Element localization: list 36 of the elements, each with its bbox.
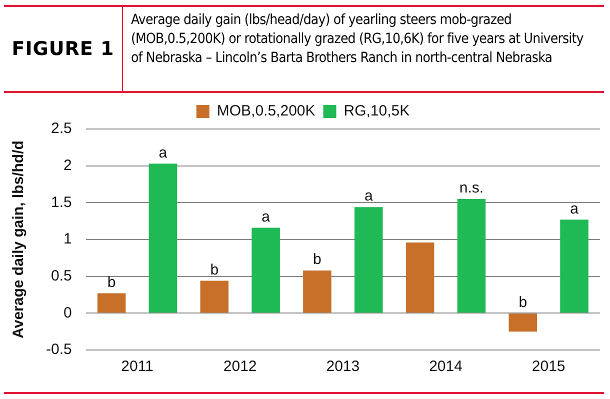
data-label: a: [262, 208, 271, 226]
x-tick-label: 2015: [532, 358, 566, 376]
data-label: a: [158, 144, 168, 162]
data-label: b: [313, 251, 322, 268]
y-tick-label: 2: [64, 156, 72, 174]
data-label: b: [210, 261, 219, 278]
bar: [97, 293, 126, 313]
data-label: a: [570, 200, 580, 218]
data-label: b: [107, 274, 116, 291]
bar: [354, 207, 383, 313]
data-label: n.s.: [459, 180, 484, 197]
y-tick-label: -0.5: [46, 341, 72, 358]
x-tick-label: 2012: [223, 358, 257, 376]
bar: [148, 164, 178, 313]
legend-label: MOB,0.5,200K: [216, 102, 316, 120]
bar: [406, 242, 434, 313]
y-tick-label: 0: [64, 304, 72, 322]
bar: [252, 228, 280, 313]
bar: [303, 270, 332, 313]
data-label: b: [518, 294, 528, 311]
x-tick-label: 2013: [326, 358, 360, 376]
y-axis-title: Average daily gain, lbs/hd/d: [10, 140, 28, 338]
bar: [457, 198, 486, 313]
legend-label: RG,10,5K: [344, 102, 410, 120]
y-tick-label: 1: [64, 230, 72, 248]
data-label: a: [364, 188, 374, 205]
chart-title: Average daily gain (lbs/head/day) of yearling steers mob-grazed (MOB,0.5,200K) or rotationally grazed (RG,10,6K) for five years at University of Nebraska – Lincoln’s Barta Brothers Ranch in north-central Nebraska: [130, 11, 584, 68]
bar: [508, 314, 538, 332]
bar: [560, 220, 588, 313]
x-tick-label: 2014: [429, 358, 462, 376]
y-tick-label: 1.5: [50, 194, 72, 211]
y-tick-label: 2.5: [50, 120, 72, 138]
bar: [200, 280, 229, 313]
y-tick-label: 0.5: [50, 267, 72, 284]
chart-subtitle: FIGURE 1: [4, 7, 123, 91]
x-tick-label: 2011: [121, 358, 154, 376]
